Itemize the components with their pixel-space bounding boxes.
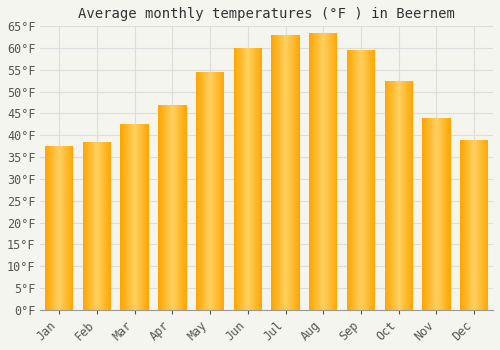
Title: Average monthly temperatures (°F ) in Beernem: Average monthly temperatures (°F ) in Be… — [78, 7, 455, 21]
